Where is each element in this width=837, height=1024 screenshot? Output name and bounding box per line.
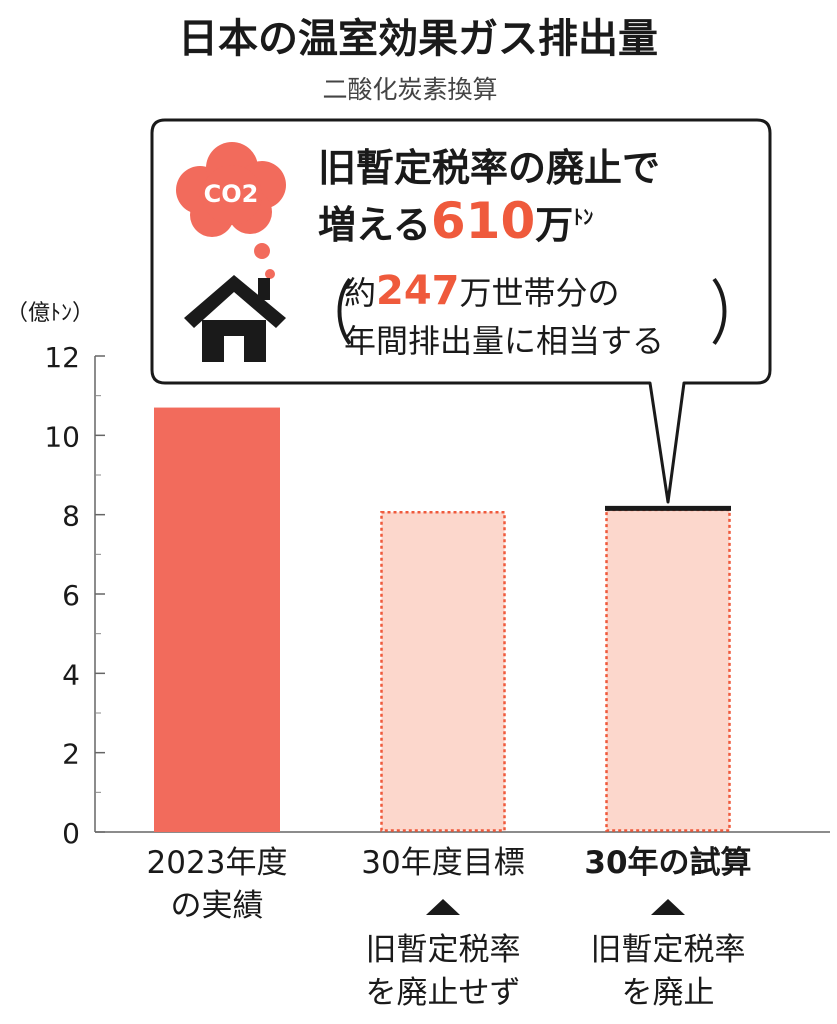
co2-cloud-icon xyxy=(176,142,286,279)
callout-line2-unit: 万 xyxy=(535,203,573,247)
y-tick-label: 12 xyxy=(44,341,80,374)
callout-line1: 旧暫定税率の廃止で xyxy=(318,146,660,190)
sub-note-line2: を廃止 xyxy=(622,975,715,1011)
chart-subtitle: 二酸化炭素換算 xyxy=(322,75,497,104)
y-tick-label: 8 xyxy=(62,500,80,533)
sub-note-line2: を廃止せず xyxy=(366,975,521,1011)
sub-note-line1: 旧暫定税率 xyxy=(366,932,521,968)
y-tick-label: 4 xyxy=(62,658,80,691)
callout-line4: 年間排出量に相当する xyxy=(344,322,664,360)
bar-2 xyxy=(605,508,731,832)
bar-1 xyxy=(380,510,506,832)
callout: CO2 旧暫定税率の廃止で 増える610万ﾄﾝ （ ） 約247万世帯分の 年間… xyxy=(150,118,772,504)
y-axis-unit: （億ﾄﾝ） xyxy=(6,301,94,326)
callout-box xyxy=(150,118,772,504)
chart-title: 日本の温室効果ガス排出量 xyxy=(178,16,658,62)
callout-line3-suffix: 万世帯分の xyxy=(460,274,620,312)
callout-line2: 増える610万ﾄﾝ xyxy=(318,192,593,250)
y-tick-label: 0 xyxy=(62,817,80,850)
callout-number-247: 247 xyxy=(376,268,460,314)
y-tick-label: 10 xyxy=(44,420,80,453)
callout-line3-prefix: 約 xyxy=(344,274,376,312)
triangle-up-icon xyxy=(651,899,685,915)
co2-badge-text: CO2 xyxy=(204,180,259,208)
callout-line2-prefix: 増える xyxy=(318,203,431,247)
callout-paren-open: （ xyxy=(300,273,354,355)
triangle-up-icon xyxy=(426,899,460,915)
y-tick-label: 6 xyxy=(62,579,80,612)
sub-note-line1: 旧暫定税率 xyxy=(591,932,746,968)
x-label-1: 30年度目標 xyxy=(361,845,524,881)
x-label-0-line2: の実績 xyxy=(171,888,264,924)
callout-line3: 約247万世帯分の xyxy=(344,268,620,314)
bars xyxy=(154,407,731,832)
x-label-2: 30年の試算 xyxy=(584,845,751,881)
callout-line2-small: ﾄﾝ xyxy=(573,205,593,229)
callout-number-610: 610 xyxy=(431,192,535,250)
bar-0 xyxy=(154,407,280,832)
y-ticks: 0 2 4 6 8 10 12 xyxy=(44,341,105,850)
y-tick-label: 2 xyxy=(62,738,80,771)
x-label-0: 2023年度 xyxy=(147,845,288,881)
house-icon xyxy=(184,275,286,362)
callout-paren-close: ） xyxy=(710,273,764,355)
